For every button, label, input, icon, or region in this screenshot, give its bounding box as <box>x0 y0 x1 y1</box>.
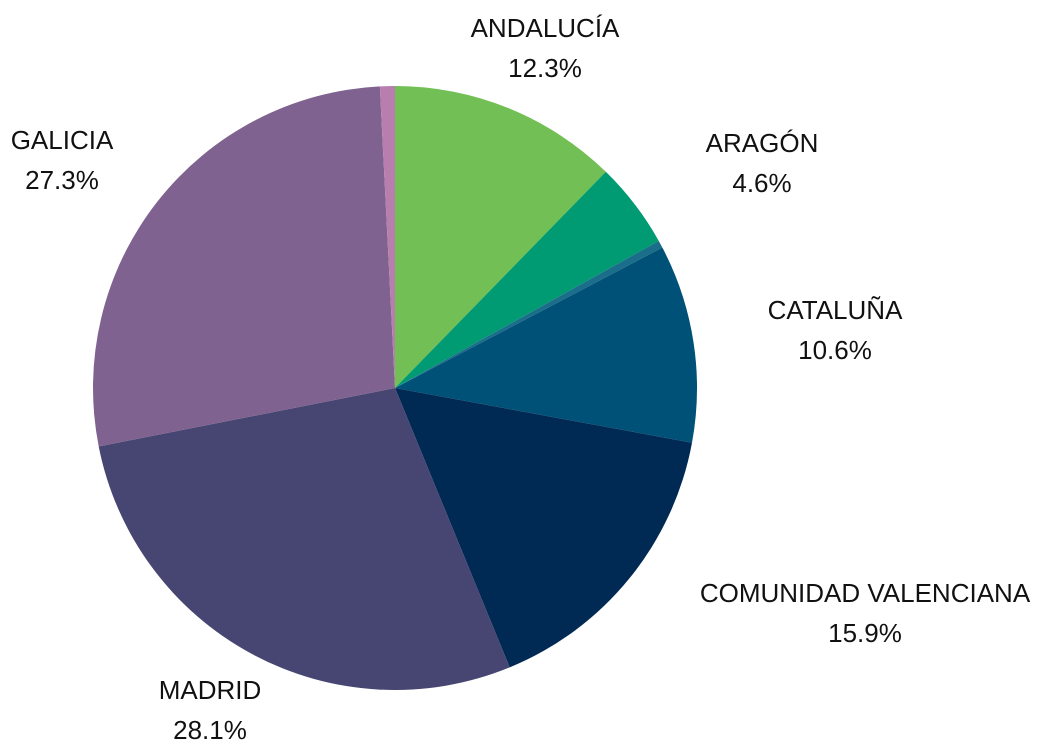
slice-value-label: 10.6% <box>798 335 872 365</box>
slice-value-label: 28.1% <box>173 715 247 744</box>
slice-label: COMUNIDAD VALENCIANA <box>700 578 1031 608</box>
pie-slice <box>395 171 659 388</box>
slice-value-label: 12.3% <box>508 53 582 83</box>
pie-slice <box>395 240 663 388</box>
pie-slice <box>395 388 693 668</box>
pie-slice <box>379 86 395 388</box>
pie-slice <box>395 86 606 388</box>
slice-value-label: 27.3% <box>25 165 99 195</box>
slice-label: ANDALUCÍA <box>471 13 620 43</box>
slice-value-label: 15.9% <box>828 618 902 648</box>
pie-slice <box>98 388 510 690</box>
slice-label: CATALUÑA <box>768 295 903 325</box>
slice-value-label: 4.6% <box>732 168 791 198</box>
pie-slice <box>92 86 396 447</box>
slice-label: GALICIA <box>11 125 114 155</box>
slice-label: MADRID <box>159 675 262 705</box>
slice-label: ARAGÓN <box>706 128 819 158</box>
pie-slice <box>395 247 698 443</box>
